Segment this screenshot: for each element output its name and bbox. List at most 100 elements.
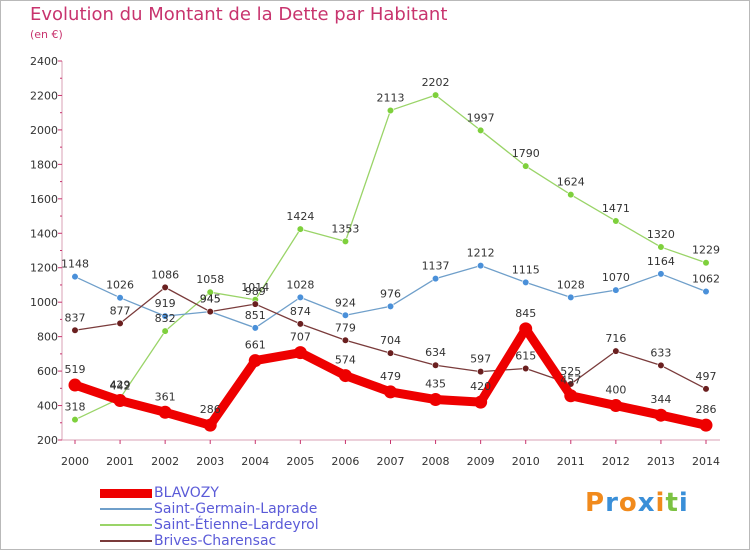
data-point-saint-germain-laprade	[477, 262, 485, 270]
data-point-brives-charensac	[386, 349, 395, 357]
y-tick-label: 200	[37, 434, 58, 447]
data-label-saint-etienne-lardeyrol: 832	[155, 312, 176, 325]
data-label-saint-germain-laprade: 1115	[512, 263, 540, 276]
data-point-saint-germain-laprade	[251, 324, 259, 332]
data-label-brives-charensac: 874	[290, 305, 311, 318]
x-tick-label: 2004	[241, 455, 269, 468]
logo-letter: i	[655, 488, 666, 518]
data-point-saint-germain-laprade	[116, 294, 124, 302]
logo-letter: P	[585, 488, 606, 518]
x-tick-label: 2000	[61, 455, 89, 468]
data-point-blavozy	[384, 385, 397, 399]
data-label-saint-etienne-lardeyrol: 1997	[467, 111, 495, 124]
data-point-blavozy	[158, 405, 172, 419]
data-label-saint-germain-laprade: 1028	[286, 278, 314, 291]
data-label-saint-etienne-lardeyrol: 1424	[286, 210, 314, 223]
data-label-brives-charensac: 633	[650, 346, 671, 359]
data-label-brives-charensac: 597	[470, 353, 491, 366]
data-point-blavozy	[68, 378, 82, 392]
data-label-blavozy: 344	[650, 393, 671, 406]
data-point-blavozy	[699, 418, 713, 432]
x-tick-label: 2003	[196, 455, 224, 468]
data-point-saint-germain-laprade	[431, 274, 440, 283]
data-point-saint-etienne-lardeyrol	[522, 162, 530, 170]
data-label-blavozy: 361	[155, 390, 176, 403]
data-point-blavozy	[203, 418, 217, 432]
data-point-saint-germain-laprade	[71, 273, 79, 281]
data-point-brives-charensac	[341, 336, 350, 344]
data-point-brives-charensac	[251, 300, 259, 308]
data-label-saint-germain-laprade: 1212	[467, 247, 495, 260]
data-label-brives-charensac: 497	[696, 370, 717, 383]
y-tick-label: 2000	[30, 124, 58, 137]
data-point-saint-etienne-lardeyrol	[567, 191, 575, 199]
data-point-saint-etienne-lardeyrol	[702, 259, 710, 267]
chart-subtitle: (en €)	[30, 28, 63, 41]
data-point-brives-charensac	[431, 361, 440, 369]
x-tick-label: 2011	[557, 455, 585, 468]
y-tick-label: 1800	[30, 158, 58, 171]
data-point-brives-charensac	[522, 364, 530, 373]
data-label-saint-etienne-lardeyrol: 1229	[692, 244, 720, 257]
data-label-blavozy: 286	[696, 403, 717, 416]
legend-item: Saint-Étienne-Lardeyrol	[100, 517, 319, 533]
data-point-brives-charensac	[71, 326, 79, 334]
data-label-saint-etienne-lardeyrol: 1790	[512, 147, 540, 160]
data-point-brives-charensac	[702, 385, 710, 393]
data-label-saint-etienne-lardeyrol: 1353	[331, 222, 359, 235]
y-tick-label: 600	[37, 365, 58, 378]
data-label-saint-germain-laprade: 851	[245, 309, 266, 322]
proxiti-logo: Proxiti	[585, 488, 689, 518]
data-point-saint-etienne-lardeyrol	[161, 327, 169, 335]
data-label-brives-charensac: 716	[605, 332, 626, 345]
logo-letter: x	[637, 488, 656, 518]
data-point-saint-etienne-lardeyrol	[657, 243, 665, 251]
data-label-brives-charensac: 877	[110, 304, 131, 317]
data-label-saint-etienne-lardeyrol: 1014	[241, 281, 269, 294]
legend-item: Saint-Germain-Laprade	[100, 501, 319, 517]
data-point-blavozy	[293, 346, 307, 360]
data-label-blavozy: 574	[335, 354, 356, 367]
data-label-blavozy: 707	[290, 331, 311, 344]
data-label-saint-etienne-lardeyrol: 442	[110, 379, 131, 392]
data-point-saint-etienne-lardeyrol	[386, 106, 395, 115]
x-tick-label: 2008	[422, 455, 450, 468]
x-tick-label: 2005	[286, 455, 314, 468]
data-label-brives-charensac: 704	[380, 334, 401, 347]
legend-swatch	[100, 524, 152, 526]
y-tick-label: 1000	[30, 296, 58, 309]
data-label-saint-germain-laprade: 1164	[647, 255, 675, 268]
legend-swatch	[100, 508, 152, 510]
data-point-blavozy	[474, 395, 488, 409]
data-label-saint-germain-laprade: 1137	[422, 260, 450, 273]
data-point-blavozy	[654, 408, 668, 422]
series-lines	[68, 91, 713, 432]
x-tick-label: 2007	[377, 455, 405, 468]
x-tick-label: 2014	[692, 455, 720, 468]
data-labels: 318 442 832 1058 1014 1424 1353 2113 2202 1997 179…	[61, 76, 720, 416]
x-tick-label: 2010	[512, 455, 540, 468]
data-point-blavozy	[564, 389, 578, 403]
logo-letter: t	[665, 488, 679, 518]
data-label-brives-charensac: 615	[515, 350, 536, 363]
data-label-blavozy: 429	[110, 379, 131, 392]
data-point-saint-etienne-lardeyrol	[431, 91, 440, 99]
data-label-saint-germain-laprade: 976	[380, 287, 401, 300]
y-tick-label: 1400	[30, 227, 58, 240]
data-label-saint-etienne-lardeyrol: 1624	[557, 176, 585, 189]
legend-swatch	[100, 540, 152, 542]
data-point-blavozy	[429, 393, 443, 407]
data-label-saint-etienne-lardeyrol: 2113	[377, 91, 405, 104]
data-point-saint-germain-laprade	[657, 270, 665, 278]
logo-letter: o	[618, 488, 638, 518]
y-tick-label: 1600	[30, 193, 58, 206]
data-label-brives-charensac: 779	[335, 321, 356, 334]
data-point-saint-germain-laprade	[702, 287, 710, 296]
data-point-saint-germain-laprade	[296, 293, 304, 301]
data-label-saint-germain-laprade: 924	[335, 296, 356, 309]
data-label-saint-etienne-lardeyrol: 1320	[647, 228, 675, 241]
x-tick-label: 2001	[106, 455, 134, 468]
logo-letter: r	[605, 488, 619, 518]
